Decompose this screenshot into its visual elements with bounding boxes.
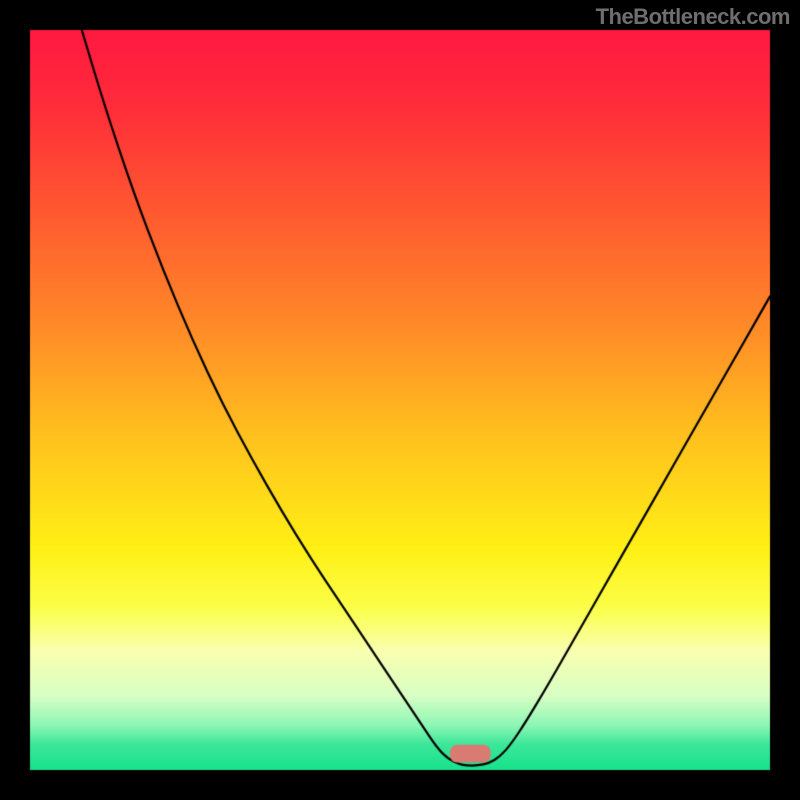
bottleneck-chart bbox=[0, 0, 800, 800]
